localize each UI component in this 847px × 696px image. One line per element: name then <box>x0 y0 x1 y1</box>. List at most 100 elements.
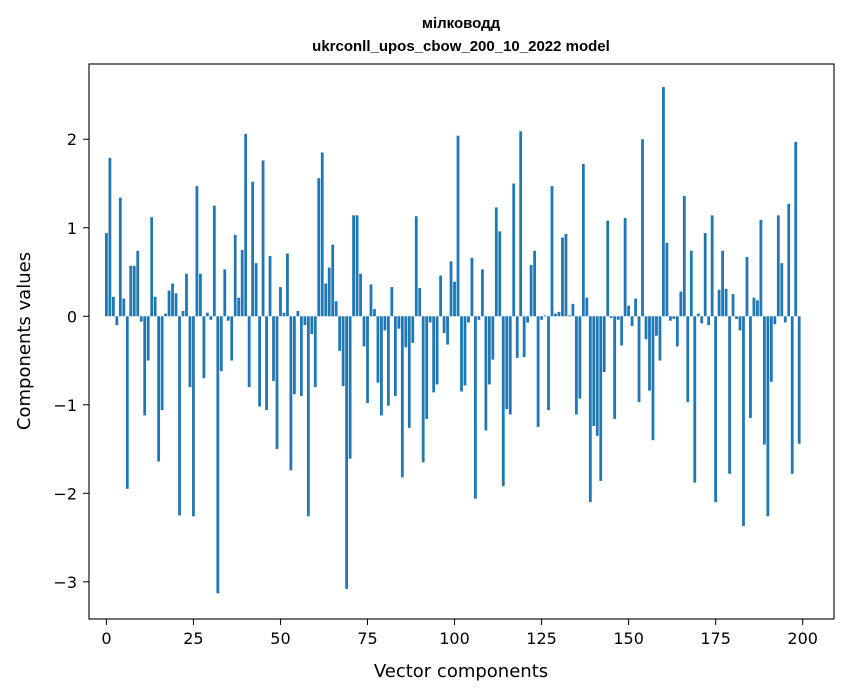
bar-96 <box>439 275 443 317</box>
bar-169 <box>693 316 697 483</box>
bar-100 <box>453 281 456 317</box>
bar-30 <box>209 316 213 320</box>
bar-189 <box>762 316 766 445</box>
bar-28 <box>202 316 206 379</box>
bar-59 <box>310 316 314 334</box>
bar-156 <box>648 316 651 391</box>
bar-148 <box>620 316 624 346</box>
bar-65 <box>331 244 335 317</box>
bar-11 <box>143 316 147 416</box>
bar-44 <box>258 316 261 407</box>
bar-109 <box>484 316 488 431</box>
bar-118 <box>515 316 519 358</box>
bar-185 <box>749 316 752 419</box>
bar-176 <box>717 289 721 317</box>
bar-91 <box>421 316 425 463</box>
bar-17 <box>164 313 167 317</box>
bar-164 <box>675 316 679 347</box>
bar-107 <box>477 316 481 320</box>
bar-137 <box>581 164 585 317</box>
chart-subtitle: ukrconll_upos_cbow_200_10_2022 model <box>312 38 610 55</box>
y-tick-label: −1 <box>53 396 77 415</box>
bar-119 <box>519 131 523 317</box>
bar-182 <box>738 316 742 331</box>
bar-64 <box>327 267 331 317</box>
bar-187 <box>756 300 759 317</box>
bar-146 <box>613 316 617 419</box>
bar-98 <box>446 316 449 345</box>
x-axis-ticks: 0 25 50 75 100 125 150 175 200 <box>101 619 818 648</box>
bar-113 <box>498 231 502 317</box>
bar-93 <box>428 316 432 323</box>
bar-77 <box>373 309 376 317</box>
bar-92 <box>425 316 429 419</box>
bar-4 <box>118 197 122 317</box>
bar-56 <box>299 316 303 396</box>
bar-2 <box>111 296 115 317</box>
bar-115 <box>505 316 509 410</box>
bar-97 <box>442 316 446 334</box>
bar-134 <box>571 303 575 317</box>
bar-125 <box>540 316 543 320</box>
bar-174 <box>710 215 714 317</box>
bar-191 <box>769 316 773 382</box>
bar-7 <box>129 265 133 317</box>
bar-180 <box>731 294 735 317</box>
bar-40 <box>244 133 248 317</box>
bar-46 <box>265 316 268 411</box>
bar-68 <box>341 316 345 387</box>
bars-group <box>105 87 801 594</box>
bar-133 <box>568 315 571 317</box>
bar-149 <box>623 218 627 317</box>
bar-72 <box>355 215 359 317</box>
bar-53 <box>289 316 293 471</box>
bar-114 <box>501 316 505 487</box>
bar-197 <box>790 316 794 474</box>
bar-120 <box>522 316 526 357</box>
bar-8 <box>132 265 136 317</box>
bar-178 <box>724 288 728 317</box>
bar-69 <box>345 316 349 589</box>
x-axis-label: Vector components <box>374 661 548 682</box>
bar-175 <box>714 316 718 503</box>
bar-154 <box>641 139 644 317</box>
bar-76 <box>369 284 373 317</box>
bar-60 <box>313 316 317 388</box>
bar-103 <box>463 316 467 386</box>
bar-87 <box>407 316 411 428</box>
bar-165 <box>679 291 683 317</box>
x-tick-label: 200 <box>787 629 818 648</box>
bar-128 <box>550 186 554 317</box>
bar-188 <box>759 219 763 317</box>
bar-26 <box>195 186 199 317</box>
bar-106 <box>474 316 477 499</box>
bar-143 <box>602 316 606 373</box>
bar-172 <box>703 233 707 317</box>
bar-112 <box>494 207 498 317</box>
bar-23 <box>185 273 188 317</box>
bar-50 <box>279 287 282 317</box>
bar-12 <box>146 316 150 361</box>
bar-159 <box>658 316 662 361</box>
bar-73 <box>359 273 362 317</box>
bar-47 <box>268 256 272 317</box>
bar-25 <box>192 316 195 517</box>
bar-170 <box>696 313 700 317</box>
bar-71 <box>352 215 355 317</box>
bar-142 <box>599 316 603 481</box>
bar-36 <box>230 316 234 361</box>
bar-74 <box>362 316 366 347</box>
bar-80 <box>383 316 387 331</box>
bar-122 <box>529 264 533 317</box>
bar-61 <box>317 178 321 317</box>
bar-19 <box>171 283 174 317</box>
bar-3 <box>115 316 119 326</box>
bar-104 <box>467 316 470 323</box>
bar-79 <box>380 316 383 416</box>
bar-121 <box>526 316 530 323</box>
bar-161 <box>665 242 669 317</box>
bar-15 <box>157 316 161 462</box>
bar-62 <box>320 152 324 317</box>
bar-18 <box>167 290 171 317</box>
bar-194 <box>780 263 784 317</box>
